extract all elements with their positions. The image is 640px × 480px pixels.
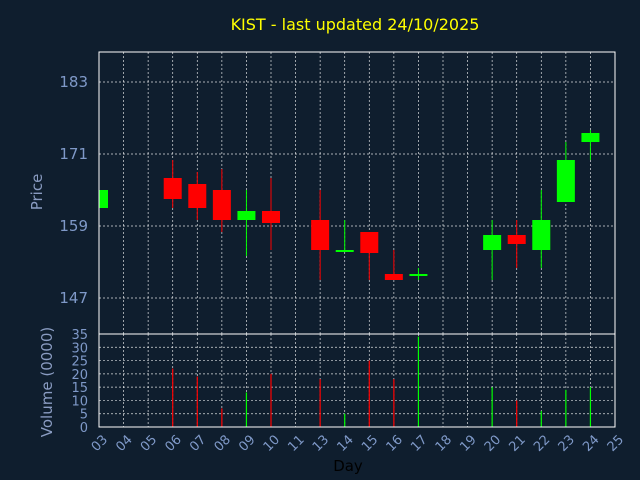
day-tick-label: 05 [138, 432, 160, 454]
volume-tick-label: 15 [71, 381, 88, 396]
day-tick-label: 06 [162, 432, 184, 454]
day-tick-label: 19 [457, 432, 479, 454]
candle-21 [507, 220, 526, 268]
candle-body [483, 235, 502, 250]
day-tick-label: 13 [310, 432, 332, 454]
day-tick-label: 17 [408, 432, 430, 454]
price-axis-label: Price [28, 174, 46, 211]
volume-tick-label: 30 [71, 341, 88, 356]
day-tick-label: 07 [187, 432, 209, 454]
candle-body [262, 211, 280, 223]
day-tick-label: 21 [506, 432, 528, 454]
candle-body [409, 274, 428, 276]
volume-tick-label: 25 [71, 355, 88, 370]
price-tick-label: 147 [59, 289, 88, 307]
day-tick-label: 23 [556, 432, 578, 454]
candle-body [163, 178, 182, 199]
chart-title: KIST - last updated 24/10/2025 [231, 15, 480, 34]
day-tick-labels: 03 04 05 06 07 08 09 10 11 13 14 15 16 17 18 19 20 21 22 23… [89, 432, 627, 454]
day-tick-label: 18 [433, 432, 455, 454]
candle-08 [212, 169, 231, 232]
candle-body [556, 160, 575, 202]
volume-tick-label: 35 [71, 328, 88, 343]
candle-16 [384, 250, 403, 280]
day-tick-label: 10 [261, 432, 283, 454]
day-tick-label: 25 [605, 432, 627, 454]
candle-body [212, 190, 231, 220]
volume-axis-label: Volume (0000) [38, 327, 56, 437]
candle-06 [163, 160, 182, 208]
candle-body [99, 190, 108, 208]
candle-17 [409, 268, 428, 280]
candle-body [532, 220, 551, 250]
candle-23 [556, 142, 575, 202]
day-tick-label: 09 [236, 432, 258, 454]
candle-07 [188, 172, 207, 220]
price-tick-labels: 147 159 171 183 [59, 73, 88, 307]
day-tick-label: 16 [384, 432, 406, 454]
candle-13 [311, 190, 330, 280]
day-tick-label: 15 [359, 432, 381, 454]
candle-22 [532, 190, 551, 268]
candle-15 [360, 232, 379, 280]
price-tick-label: 171 [59, 145, 88, 163]
volume-panel-frame [98, 333, 616, 428]
day-tick-label: 22 [531, 432, 553, 454]
day-tick-label: 08 [212, 432, 234, 454]
candle-body [360, 232, 379, 253]
volume-tick-label: 5 [80, 408, 88, 423]
day-tick-label: 04 [113, 432, 135, 454]
candle-14 [335, 220, 354, 252]
candle-03 [98, 190, 108, 208]
price-tick-label: 159 [59, 217, 88, 235]
candle-09 [237, 190, 256, 256]
day-tick-label: 14 [334, 432, 356, 454]
candle-body [188, 184, 207, 208]
candle-body [311, 220, 330, 250]
price-tick-label: 183 [59, 73, 88, 91]
candles [98, 130, 600, 280]
volume-grid [98, 334, 616, 427]
candle-body [335, 250, 354, 252]
candle-body [384, 274, 403, 280]
candle-body [237, 211, 256, 220]
day-tick-label: 11 [285, 432, 307, 454]
day-tick-label: 20 [482, 432, 504, 454]
candle-20 [483, 220, 502, 280]
candle-10 [262, 178, 280, 250]
volume-tick-label: 10 [71, 394, 88, 409]
day-tick-label: 24 [580, 432, 602, 454]
volume-bars [172, 336, 592, 427]
candle-24 [581, 130, 600, 160]
volume-tick-label: 0 [80, 421, 88, 436]
candle-body [507, 235, 526, 244]
volume-tick-label: 20 [71, 368, 88, 383]
day-tick-label: 03 [89, 432, 111, 454]
day-axis-label: Day [333, 457, 363, 475]
candle-body [581, 133, 600, 142]
